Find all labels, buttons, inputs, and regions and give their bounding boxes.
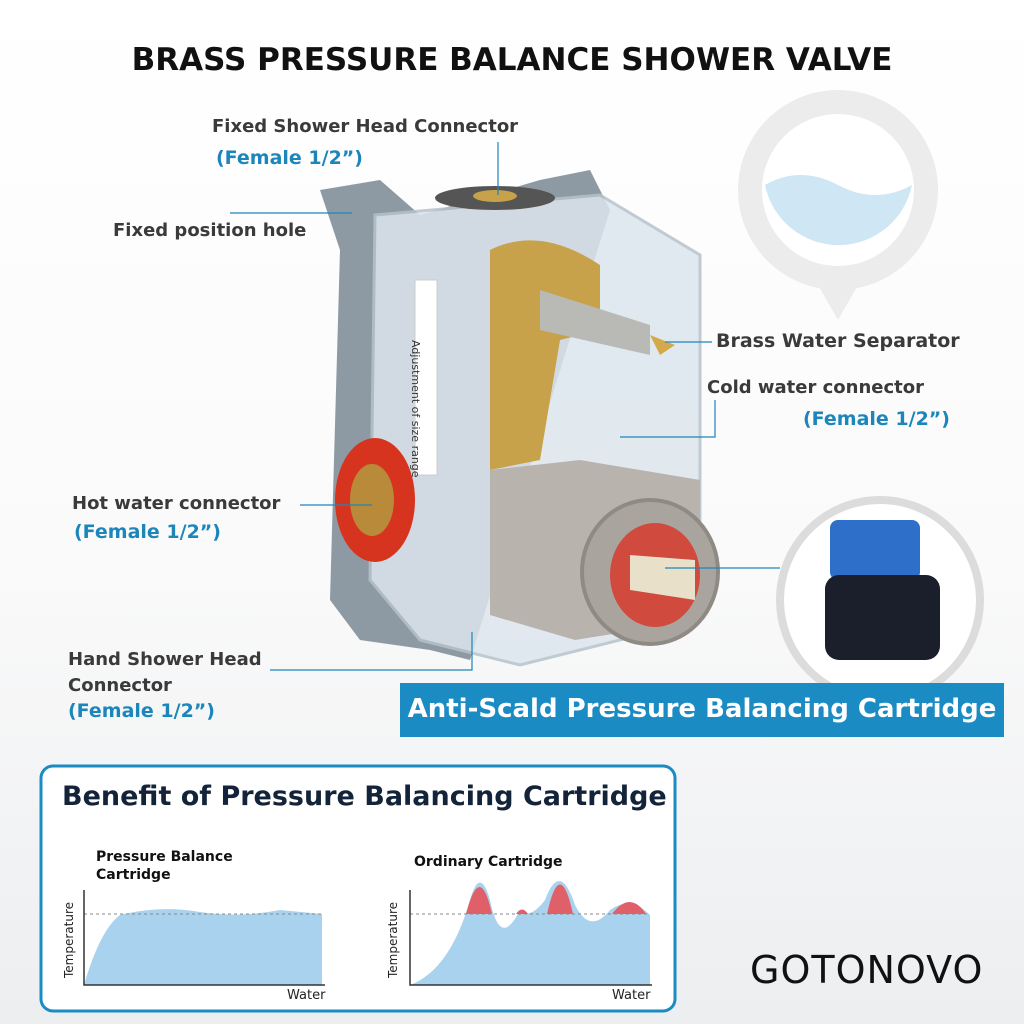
callout-label: Fixed position hole [113,220,307,241]
callout-note: (Female 1/2”) [803,408,950,430]
title: BRASS PRESSURE BALANCE SHOWER VALVE [131,42,893,78]
callout-label: Fixed Shower Head Connector [212,116,519,137]
panel-1 [83,890,325,986]
x-label: Water [612,988,651,1003]
cartridge-stem [630,555,695,600]
callout-note: (Female 1/2”) [216,147,363,169]
panel-title: Ordinary Cartridge [414,854,563,870]
leader [620,400,716,438]
water-icon-wave [765,175,912,246]
overshoot [466,884,646,914]
top-port-brass [473,190,517,202]
panel-title: Pressure Balance Cartridge [96,849,233,883]
leader [270,632,473,671]
callout-label: Hot water connector [72,493,281,514]
callout-label: Hand Shower Head Connector [68,649,262,696]
sticker-text: Adjustment of size range [409,340,422,478]
axes [409,890,652,986]
hot-port [350,464,394,536]
x-label: Water [287,988,326,1003]
banner-bg [400,683,1004,737]
sticker [414,279,438,476]
panel-2 [409,881,652,986]
cartridge-base [825,575,940,660]
banner: Anti-Scald Pressure Balancing Cartridge [407,694,997,724]
brass-stem [540,290,650,355]
curve-fill [84,909,322,985]
water-icon-tip [818,285,858,320]
brand: GOTONOVO [750,948,984,992]
cartridge-body [830,520,920,580]
benefit-title: Benefit of Pressure Balancing Cartridge [62,781,667,812]
brass-body [490,240,600,470]
callout-label: Cold water connector [707,377,925,398]
y-label: Temperature [386,901,400,978]
callout-label: Brass Water Separator [716,330,960,352]
callout-note: (Female 1/2”) [74,521,221,543]
axes [83,890,325,986]
callout-note: (Female 1/2”) [68,700,215,722]
y-label: Temperature [62,901,76,978]
brass-tip [650,335,675,355]
